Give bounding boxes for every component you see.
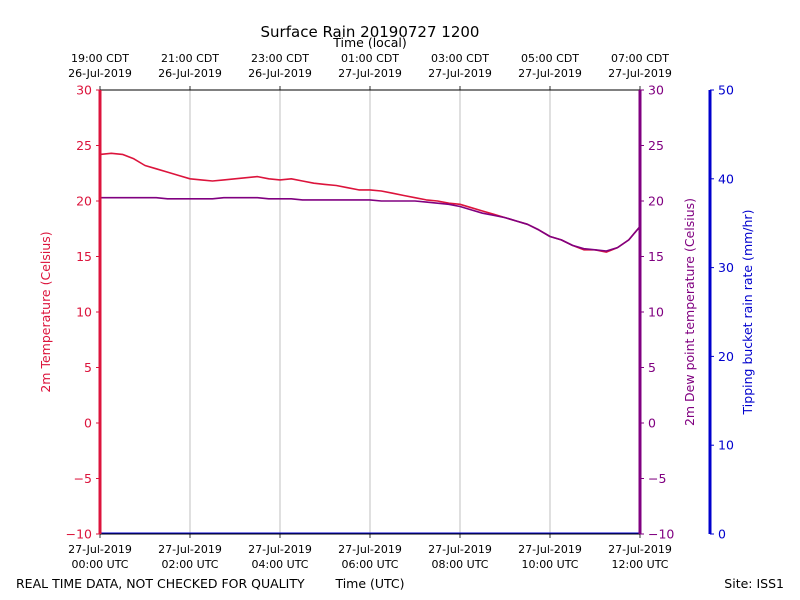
top-tick-label-date: 26-Jul-2019 — [158, 67, 222, 80]
ticks-layer: 27-Jul-2019 00:00 UTC 27-Jul-2019 02:00 UTC… — [66, 52, 734, 571]
x-tick-label-time: 00:00 UTC — [71, 558, 128, 571]
y-right-tick-label: 15 — [648, 249, 664, 264]
chart-title: Surface Rain 20190727 1200 — [261, 23, 480, 41]
x-axis-label: Time (UTC) — [334, 576, 404, 591]
y-axis-right-label: 2m Dew point temperature (Celsius) — [682, 198, 697, 426]
y-left-tick-label: −10 — [66, 527, 92, 542]
top-tick-label-time: 03:00 CDT — [431, 52, 489, 65]
rain-tick-label: 0 — [718, 527, 726, 542]
y-right-tick-label: 25 — [648, 138, 664, 153]
top-axis-label: Time (local) — [332, 35, 406, 50]
y-right-tick-label: 20 — [648, 194, 664, 209]
quality-notice: REAL TIME DATA, NOT CHECKED FOR QUALITY — [16, 576, 305, 591]
x-tick-label-date: 27-Jul-2019 — [338, 543, 402, 556]
y-right-tick-label: 5 — [648, 360, 656, 375]
y-left-tick-label: −5 — [74, 471, 92, 486]
x-tick-label-date: 27-Jul-2019 — [428, 543, 492, 556]
x-tick-label-date: 27-Jul-2019 — [608, 543, 672, 556]
site-label: Site: ISS1 — [724, 576, 784, 591]
x-tick-label-date: 27-Jul-2019 — [518, 543, 582, 556]
top-tick-label-time: 23:00 CDT — [251, 52, 309, 65]
rain-tick-label: 10 — [718, 438, 734, 453]
y-left-tick-label: 20 — [76, 194, 92, 209]
y-right-tick-label: 30 — [648, 83, 664, 98]
x-tick-label-date: 27-Jul-2019 — [68, 543, 132, 556]
top-tick-label-time: 21:00 CDT — [161, 52, 219, 65]
y-left-tick-label: 30 — [76, 83, 92, 98]
y-left-tick-label: 10 — [76, 305, 92, 320]
y-left-tick-label: 15 — [76, 249, 92, 264]
y-left-tick-label: 25 — [76, 138, 92, 153]
x-tick-label-time: 08:00 UTC — [431, 558, 488, 571]
grid-lines — [189, 90, 551, 534]
rain-tick-label: 40 — [718, 171, 734, 186]
top-tick-label-time: 19:00 CDT — [71, 52, 129, 65]
y-axis-rain-label: Tipping bucket rain rate (mm/hr) — [740, 210, 755, 416]
x-tick-label-time: 04:00 UTC — [251, 558, 308, 571]
x-tick-label-time: 06:00 UTC — [341, 558, 398, 571]
top-tick-label-date: 27-Jul-2019 — [518, 67, 582, 80]
x-tick-label-time: 02:00 UTC — [161, 558, 218, 571]
x-tick-label-date: 27-Jul-2019 — [248, 543, 312, 556]
top-tick-label-date: 27-Jul-2019 — [608, 67, 672, 80]
y-right-tick-label: −5 — [648, 471, 666, 486]
rain-tick-label: 50 — [718, 83, 734, 98]
top-tick-label-date: 27-Jul-2019 — [338, 67, 402, 80]
y-right-tick-label: 0 — [648, 416, 656, 431]
top-tick-label-date: 27-Jul-2019 — [428, 67, 492, 80]
top-tick-label-time: 07:00 CDT — [611, 52, 669, 65]
y-left-tick-label: 5 — [84, 360, 92, 375]
top-tick-label-time: 01:00 CDT — [341, 52, 399, 65]
rain-tick-label: 30 — [718, 260, 734, 275]
dewpoint-line — [100, 196, 641, 252]
y-right-tick-label: −10 — [648, 527, 674, 542]
rain-tick-label: 20 — [718, 349, 734, 364]
y-left-tick-label: 0 — [84, 416, 92, 431]
x-tick-label-time: 12:00 UTC — [611, 558, 668, 571]
y-axis-left-label: 2m Temperature (Celsius) — [38, 231, 53, 392]
x-tick-label-date: 27-Jul-2019 — [158, 543, 222, 556]
top-tick-label-date: 26-Jul-2019 — [68, 67, 132, 80]
y-right-tick-label: 10 — [648, 305, 664, 320]
top-tick-label-time: 05:00 CDT — [521, 52, 579, 65]
x-tick-label-time: 10:00 UTC — [521, 558, 578, 571]
top-tick-label-date: 26-Jul-2019 — [248, 67, 312, 80]
